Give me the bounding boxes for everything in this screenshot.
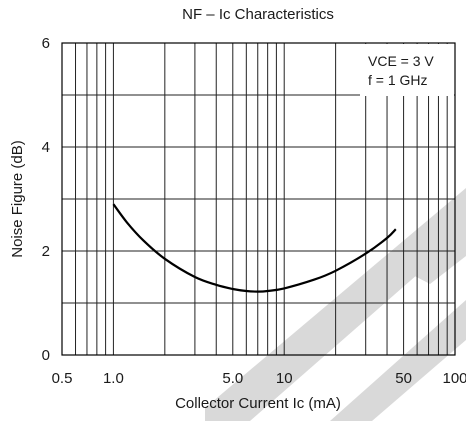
data-point bbox=[267, 290, 269, 292]
x-tick-label: 1.0 bbox=[103, 370, 124, 387]
chart-title: NF – Ic Characteristics bbox=[182, 6, 334, 23]
data-point bbox=[395, 228, 397, 230]
watermark-stripe bbox=[330, 300, 466, 421]
data-point bbox=[142, 240, 144, 242]
data-point bbox=[365, 253, 367, 255]
data-point bbox=[232, 288, 234, 290]
x-axis-label: Collector Current Ic (mA) bbox=[175, 395, 341, 412]
x-tick-label: 0.5 bbox=[52, 370, 73, 387]
y-tick-label: 6 bbox=[42, 35, 50, 52]
data-point bbox=[313, 279, 315, 281]
data-point bbox=[194, 276, 196, 278]
x-tick-label: 5.0 bbox=[222, 370, 243, 387]
annotation-line1: VCE = 3 V bbox=[368, 53, 434, 69]
x-tick-label: 50 bbox=[395, 370, 412, 387]
plot-area bbox=[112, 203, 397, 293]
data-point bbox=[283, 287, 285, 289]
data-point bbox=[386, 237, 388, 239]
axis-labels: VCE = 3 V f = 1 GHz NF – Ic Characteristic… bbox=[9, 6, 466, 412]
data-point bbox=[257, 291, 259, 293]
data-point bbox=[164, 258, 166, 260]
plot-frame bbox=[61, 42, 456, 356]
data-point bbox=[112, 203, 114, 205]
y-tick-label: 4 bbox=[42, 139, 50, 156]
data-point bbox=[126, 221, 128, 223]
y-tick-label: 2 bbox=[42, 243, 50, 260]
annotation-line2: f = 1 GHz bbox=[368, 72, 428, 88]
annotation-box bbox=[360, 44, 454, 96]
x-tick-label: 10 bbox=[276, 370, 293, 387]
x-tick-label: 100 bbox=[442, 370, 466, 387]
data-point bbox=[245, 290, 247, 292]
series-line-0 bbox=[112, 203, 397, 293]
y-tick-label: 0 bbox=[42, 347, 50, 364]
data-point bbox=[215, 284, 217, 286]
y-axis-label: Noise Figure (dB) bbox=[9, 140, 26, 258]
data-point bbox=[335, 270, 337, 272]
